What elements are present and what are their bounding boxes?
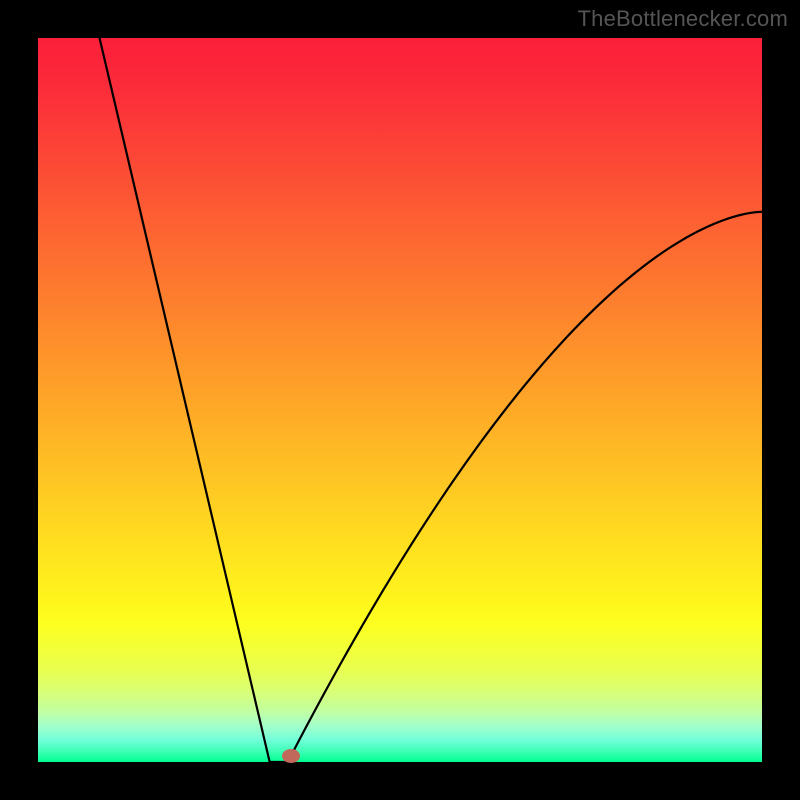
plot-area [38,38,762,762]
bottleneck-marker [282,749,300,763]
watermark-text: TheBottlenecker.com [578,6,788,32]
chart-container: TheBottlenecker.com [0,0,800,800]
curve-overlay [38,38,762,762]
